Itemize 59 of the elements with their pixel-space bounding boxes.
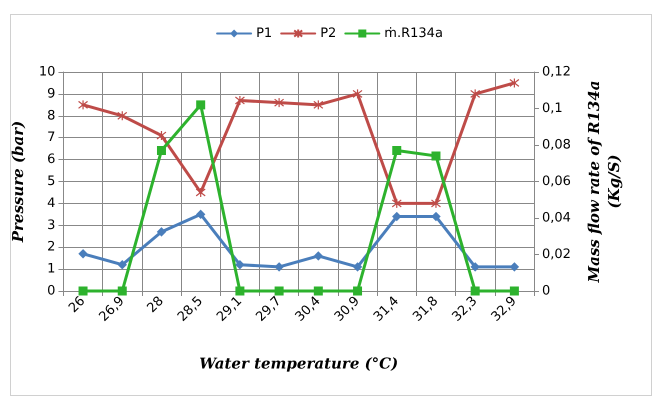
point [118, 286, 127, 296]
y-tick-label: 4 [47, 196, 56, 211]
point [274, 262, 284, 272]
point [118, 260, 127, 270]
legend-label: P2 [320, 26, 336, 41]
point [431, 151, 440, 160]
point [117, 110, 128, 121]
point [78, 249, 88, 258]
legend-label: P1 [256, 26, 272, 41]
y-tick-label: 9 [47, 86, 56, 102]
y-axis-title: Pressure (bar) [9, 120, 27, 244]
y-tick-label: 10 [38, 64, 56, 80]
y2-tick-label: 0,08 [542, 138, 571, 152]
legend-label: ṁ.R134a [384, 26, 443, 41]
y-tick-label: 8 [47, 108, 56, 124]
y-tick-label: 7 [47, 130, 56, 146]
point [78, 286, 88, 296]
point [510, 286, 519, 296]
x-tick-label: 28 [144, 294, 167, 316]
point [392, 198, 402, 208]
y2-tick-label: 0,06 [542, 174, 571, 189]
y-tick-label: 2 [47, 240, 56, 255]
y2-tick-label: 0,02 [542, 247, 571, 262]
point [313, 100, 324, 110]
point [509, 78, 520, 88]
point [196, 210, 206, 219]
y-tick-label: 3 [47, 218, 56, 233]
y2-tick-label: 0,12 [542, 64, 571, 80]
point [470, 88, 480, 99]
point [196, 187, 206, 198]
point [314, 251, 323, 260]
point [314, 286, 323, 296]
point [353, 286, 362, 296]
point [352, 88, 363, 99]
y-tick-label: 5 [47, 174, 56, 189]
point [196, 100, 206, 110]
point [392, 146, 402, 155]
y2-tick-label: 0,1 [542, 101, 563, 116]
point [353, 262, 362, 272]
point [274, 98, 284, 108]
point [156, 130, 167, 141]
x-tick-label: 26 [66, 294, 88, 316]
point [234, 95, 245, 106]
y2-tick-label: 0,04 [542, 210, 571, 226]
point [274, 286, 284, 296]
x-axis-title: Water temperature (°C) [199, 354, 398, 372]
point [235, 260, 244, 270]
point [235, 286, 244, 296]
point [78, 100, 88, 110]
point [470, 286, 480, 296]
y-tick-label: 1 [47, 262, 56, 277]
point [156, 146, 166, 155]
y-tick-label: 6 [47, 152, 56, 168]
y2-axis-title: Mass flow rate of R134a (Kg/S) [585, 80, 623, 284]
point [156, 227, 166, 236]
point [430, 198, 442, 208]
y-tick-label: 0 [47, 284, 56, 298]
point [470, 262, 480, 272]
y2-tick-label: 0 [542, 284, 550, 298]
